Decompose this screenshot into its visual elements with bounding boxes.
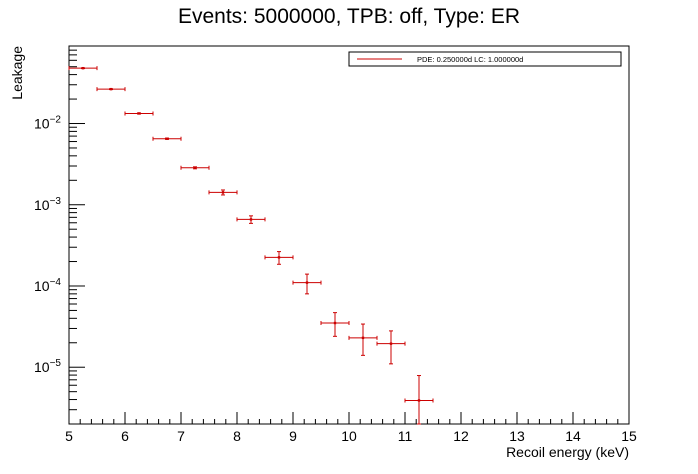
data-marker bbox=[109, 87, 113, 91]
data-marker bbox=[165, 137, 169, 140]
x-axis: 5 6 7 8 9 10 11 12 13 14 15 bbox=[65, 412, 637, 444]
x-tick-label: 7 bbox=[177, 428, 185, 444]
data-marker bbox=[193, 166, 197, 170]
legend-label: PDE: 0.250000d LC: 1.000000d bbox=[417, 55, 523, 64]
legend: PDE: 0.250000d LC: 1.000000d bbox=[348, 51, 622, 67]
x-tick-label: 9 bbox=[289, 428, 297, 444]
data-marker bbox=[249, 218, 253, 221]
data-marker bbox=[361, 336, 365, 340]
data-point bbox=[236, 215, 266, 224]
y-axis: 10−2 10−3 10−4 10−5 bbox=[34, 45, 85, 425]
x-tick-label: 11 bbox=[398, 428, 413, 444]
data-point bbox=[264, 251, 294, 265]
y-tick-label: 10−2 bbox=[34, 115, 61, 132]
data-point bbox=[180, 165, 210, 170]
data-point bbox=[292, 273, 322, 295]
x-tick-label: 15 bbox=[621, 428, 637, 444]
data-point bbox=[208, 189, 238, 196]
data-marker bbox=[417, 399, 421, 402]
y-tick-label: 10−4 bbox=[34, 277, 61, 294]
chart-title: Events: 5000000, TPB: off, Type: ER bbox=[178, 5, 520, 28]
data-marker bbox=[277, 256, 281, 259]
x-tick-label: 6 bbox=[121, 428, 129, 444]
y-axis-label: Leakage bbox=[9, 46, 25, 100]
data-point bbox=[96, 87, 126, 92]
x-tick-label: 10 bbox=[341, 428, 357, 444]
x-tick-label: 12 bbox=[453, 428, 469, 444]
x-tick-label: 14 bbox=[565, 428, 581, 444]
data-marker bbox=[305, 281, 309, 284]
data-point bbox=[348, 323, 378, 356]
data-marker bbox=[81, 66, 85, 70]
data-marker bbox=[221, 191, 225, 194]
data-marker bbox=[137, 112, 141, 115]
x-axis-label: Recoil energy (keV) bbox=[506, 444, 629, 460]
legend-box bbox=[348, 51, 622, 67]
x-tick-label: 13 bbox=[509, 428, 525, 444]
data-point bbox=[376, 330, 406, 365]
data-marker bbox=[333, 321, 337, 325]
y-tick-label: 10−3 bbox=[34, 196, 61, 213]
y-tick-label: 10−5 bbox=[34, 358, 61, 375]
x-tick-label: 5 bbox=[65, 428, 73, 444]
x-tick-label: 8 bbox=[233, 428, 241, 444]
data-point bbox=[404, 375, 434, 425]
data-marker bbox=[389, 342, 393, 345]
data-point bbox=[152, 136, 182, 141]
data-point bbox=[124, 111, 154, 116]
data-point bbox=[68, 66, 98, 71]
data-point bbox=[320, 312, 350, 337]
data-series bbox=[68, 66, 434, 425]
